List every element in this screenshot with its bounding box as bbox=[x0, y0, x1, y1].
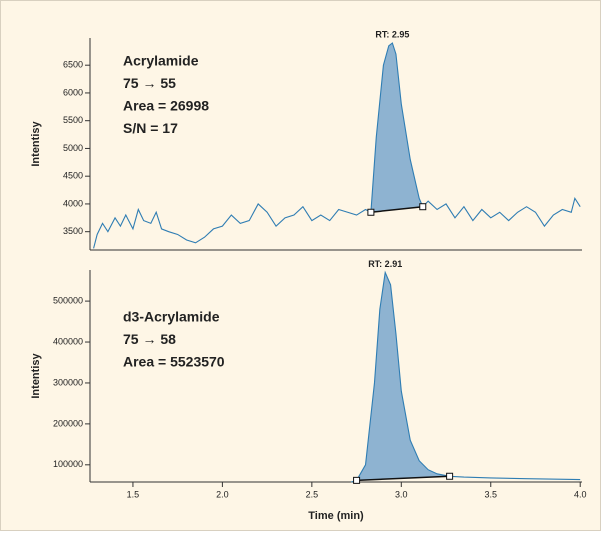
integration-marker bbox=[446, 472, 454, 480]
annotation: d3-Acrylamide bbox=[123, 309, 220, 325]
integration-marker bbox=[353, 476, 361, 484]
y-tick-label: 200000 bbox=[53, 418, 83, 428]
peak-area bbox=[356, 272, 450, 481]
x-tick-label: 1.5 bbox=[127, 489, 140, 499]
x-tick-label: 2.5 bbox=[306, 489, 319, 499]
x-tick-label: 4.0 bbox=[574, 489, 587, 499]
peak-label: RT: 2.91 bbox=[368, 259, 402, 269]
trace bbox=[351, 270, 581, 483]
y-tick-label: 5500 bbox=[63, 115, 83, 125]
trace bbox=[93, 42, 581, 249]
integration-baseline bbox=[356, 475, 450, 482]
annotation: Area = 26998 bbox=[123, 98, 209, 114]
annotation: S/N = 17 bbox=[123, 120, 178, 136]
x-tick-label: 3.5 bbox=[484, 489, 497, 499]
y-tick-label: 500000 bbox=[53, 295, 83, 305]
annotation: Area = 5523570 bbox=[123, 354, 225, 370]
y-tick-label: 3500 bbox=[63, 226, 83, 236]
y-tick-label: 4000 bbox=[63, 198, 83, 208]
y-tick-label: 100000 bbox=[53, 459, 83, 469]
y-tick-label: 400000 bbox=[53, 336, 83, 346]
y-axis-label: Intentisy bbox=[30, 353, 42, 399]
annotation: Acrylamide bbox=[123, 53, 199, 69]
annotation: 75 → 55 bbox=[123, 75, 176, 91]
y-tick-label: 6500 bbox=[63, 60, 83, 70]
peak-label: RT: 2.95 bbox=[375, 29, 409, 39]
integration-marker bbox=[419, 203, 427, 211]
annotation: 75 → 58 bbox=[123, 331, 176, 347]
y-tick-label: 5000 bbox=[63, 143, 83, 153]
integration-marker bbox=[367, 208, 375, 216]
y-axis-label: Intentisy bbox=[30, 121, 42, 167]
x-tick-label: 3.0 bbox=[395, 489, 408, 499]
y-tick-label: 4500 bbox=[63, 171, 83, 181]
x-axis-label: Time (min) bbox=[308, 510, 364, 522]
peak-area bbox=[370, 42, 423, 213]
integration-baseline bbox=[370, 205, 423, 214]
y-tick-label: 6000 bbox=[63, 87, 83, 97]
x-tick-label: 2.0 bbox=[216, 489, 229, 499]
y-tick-label: 300000 bbox=[53, 377, 83, 387]
